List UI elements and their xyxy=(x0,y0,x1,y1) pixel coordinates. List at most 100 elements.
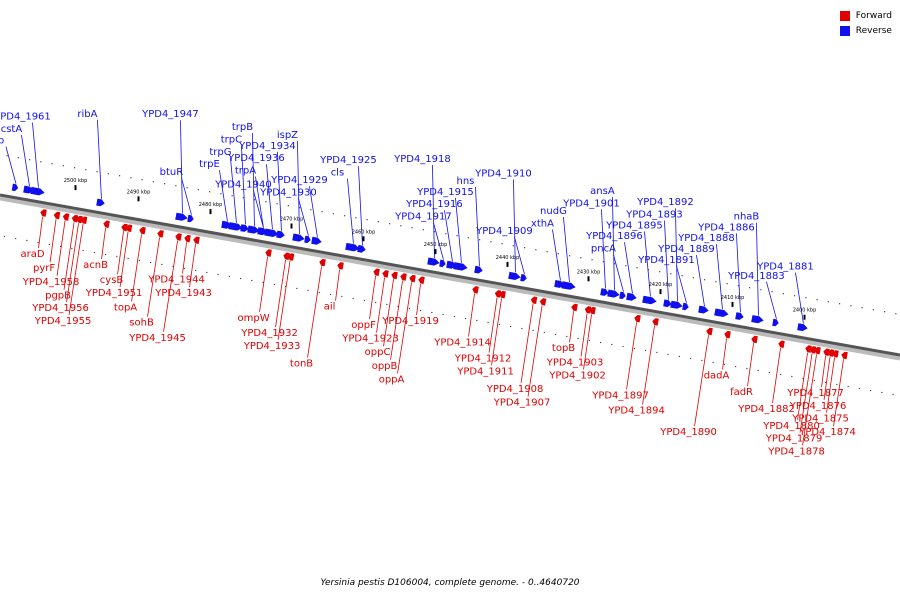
reverse-gene-connector xyxy=(455,197,462,263)
upper-track-dot xyxy=(276,203,278,205)
reverse-gene-label: YPD4_1886 xyxy=(697,222,755,233)
forward-gene-label: YPD4_1956 xyxy=(31,303,89,314)
lower-track-dot xyxy=(476,319,478,322)
reverse-gene-label: YPD4_1893 xyxy=(625,210,683,221)
forward-gene-label: YPD4_1944 xyxy=(147,274,205,285)
forward-gene-label: YPD4_1890 xyxy=(659,427,717,438)
upper-track-dot xyxy=(119,175,121,177)
scale-tick-label: 2440 kbp xyxy=(496,255,520,261)
lower-track-dot xyxy=(363,299,365,302)
lower-track-dot xyxy=(172,265,174,268)
upper-track-dot xyxy=(760,289,762,291)
lower-track-dot xyxy=(678,355,680,358)
upper-track-dot xyxy=(366,219,368,221)
reverse-gene-label: trpB xyxy=(232,122,253,133)
reverse-gene-arrow xyxy=(228,222,243,231)
forward-gene-arrow xyxy=(76,215,83,224)
reverse-gene-connector xyxy=(255,176,264,228)
forward-gene-arrow xyxy=(62,213,70,221)
upper-track-dot xyxy=(107,173,109,175)
forward-gene-connector xyxy=(468,293,475,337)
reverse-gene-label: YPD4_1901 xyxy=(562,198,620,209)
forward-gene-label: YPD4_1880 xyxy=(762,421,820,432)
lower-track-dot xyxy=(509,325,512,328)
forward-gene-connector xyxy=(101,227,106,260)
lower-track-dot xyxy=(543,331,545,334)
reverse-gene-arrow xyxy=(96,198,105,207)
scale-tick-label: 2460 kbp xyxy=(352,229,376,235)
forward-gene-label: acnB xyxy=(83,260,108,271)
upper-track-dot xyxy=(6,155,8,157)
scale-tick-mark xyxy=(137,196,140,202)
forward-gene-connector xyxy=(747,343,754,387)
forward-gene-connector xyxy=(823,356,831,400)
lower-track-dot xyxy=(858,387,860,390)
gene-arrows xyxy=(11,183,848,360)
reverse-gene-arrow xyxy=(175,212,188,221)
lower-track-dot xyxy=(622,345,624,348)
forward-gene-connector xyxy=(147,237,160,317)
forward-gene-arrow xyxy=(634,314,641,323)
reverse-gene-arrow xyxy=(453,262,468,271)
scale-tick-mark xyxy=(74,185,77,191)
upper-track-dot xyxy=(512,245,514,247)
forward-gene-label: sohB xyxy=(129,318,154,329)
lower-track-dot xyxy=(82,249,84,252)
forward-gene-arrow xyxy=(80,216,88,224)
forward-gene-connector xyxy=(569,311,574,343)
reverse-gene-label: nhaB xyxy=(734,212,760,223)
lower-track-dot xyxy=(104,253,107,256)
lower-track-dot xyxy=(498,323,500,326)
reverse-gene-connector xyxy=(756,222,759,316)
reverse-gene-connector xyxy=(552,229,561,281)
forward-gene-arrow xyxy=(319,258,326,267)
forward-gene-label: YPD4_1874 xyxy=(798,427,856,438)
forward-gene-connector xyxy=(797,352,808,420)
forward-gene-label: topA xyxy=(114,302,137,313)
reverse-gene-arrow xyxy=(619,291,626,300)
upper-track-dot xyxy=(152,181,154,183)
reverse-gene-arrow xyxy=(264,228,279,237)
forward-gene-arrow xyxy=(589,306,596,315)
lower-track-dot xyxy=(307,289,309,292)
scale-tick-label: 2500 kbp xyxy=(64,178,88,184)
forward-gene-label: YPD4_1908 xyxy=(486,384,544,395)
reverse-gene-connector xyxy=(253,190,264,228)
forward-gene-connector xyxy=(56,220,66,276)
reverse-gene-arrow xyxy=(474,265,483,274)
forward-gene-connector xyxy=(38,216,43,248)
lower-track-dot xyxy=(419,309,422,312)
forward-gene-arrow xyxy=(652,318,659,326)
reverse-gene-arrow xyxy=(311,236,322,245)
forward-gene-label: YPD4_1919 xyxy=(381,316,439,327)
scale-tick-label: 2470 kbp xyxy=(280,217,304,223)
upper-track-dot xyxy=(287,205,289,207)
forward-gene-arrow xyxy=(157,230,164,238)
scale-tick-label: 2430 kbp xyxy=(577,269,601,275)
reverse-gene-arrow xyxy=(600,288,609,296)
upper-track-dot xyxy=(355,217,357,219)
lower-track-dot xyxy=(194,269,197,272)
reverse-gene-connector xyxy=(432,165,435,259)
reverse-gene-connector xyxy=(358,166,363,246)
reverse-gene-arrow xyxy=(247,225,260,234)
forward-gene-label: YPD4_1933 xyxy=(243,341,301,352)
reverse-gene-label: rnb xyxy=(0,136,4,147)
reverse-gene-connector xyxy=(613,254,624,292)
reverse-gene-arrow xyxy=(30,186,45,196)
forward-swatch xyxy=(839,10,850,21)
forward-gene-arrow xyxy=(584,306,592,314)
forward-gene-label: YPD4_1879 xyxy=(765,434,823,445)
upper-track-dot xyxy=(884,311,886,313)
forward-gene-connector xyxy=(416,283,421,316)
upper-track-dot xyxy=(445,233,447,235)
forward-gene-arrow xyxy=(121,223,128,232)
forward-gene-arrow xyxy=(409,274,416,283)
forward-gene-arrow xyxy=(139,226,146,235)
reverse-gene-arrow xyxy=(735,312,744,320)
reverse-gene-arrow xyxy=(345,242,360,252)
lower-track-dot xyxy=(577,337,579,340)
forward-gene-connector xyxy=(583,314,592,370)
reverse-gene-arrow xyxy=(642,295,657,305)
upper-track-dot xyxy=(816,299,818,301)
